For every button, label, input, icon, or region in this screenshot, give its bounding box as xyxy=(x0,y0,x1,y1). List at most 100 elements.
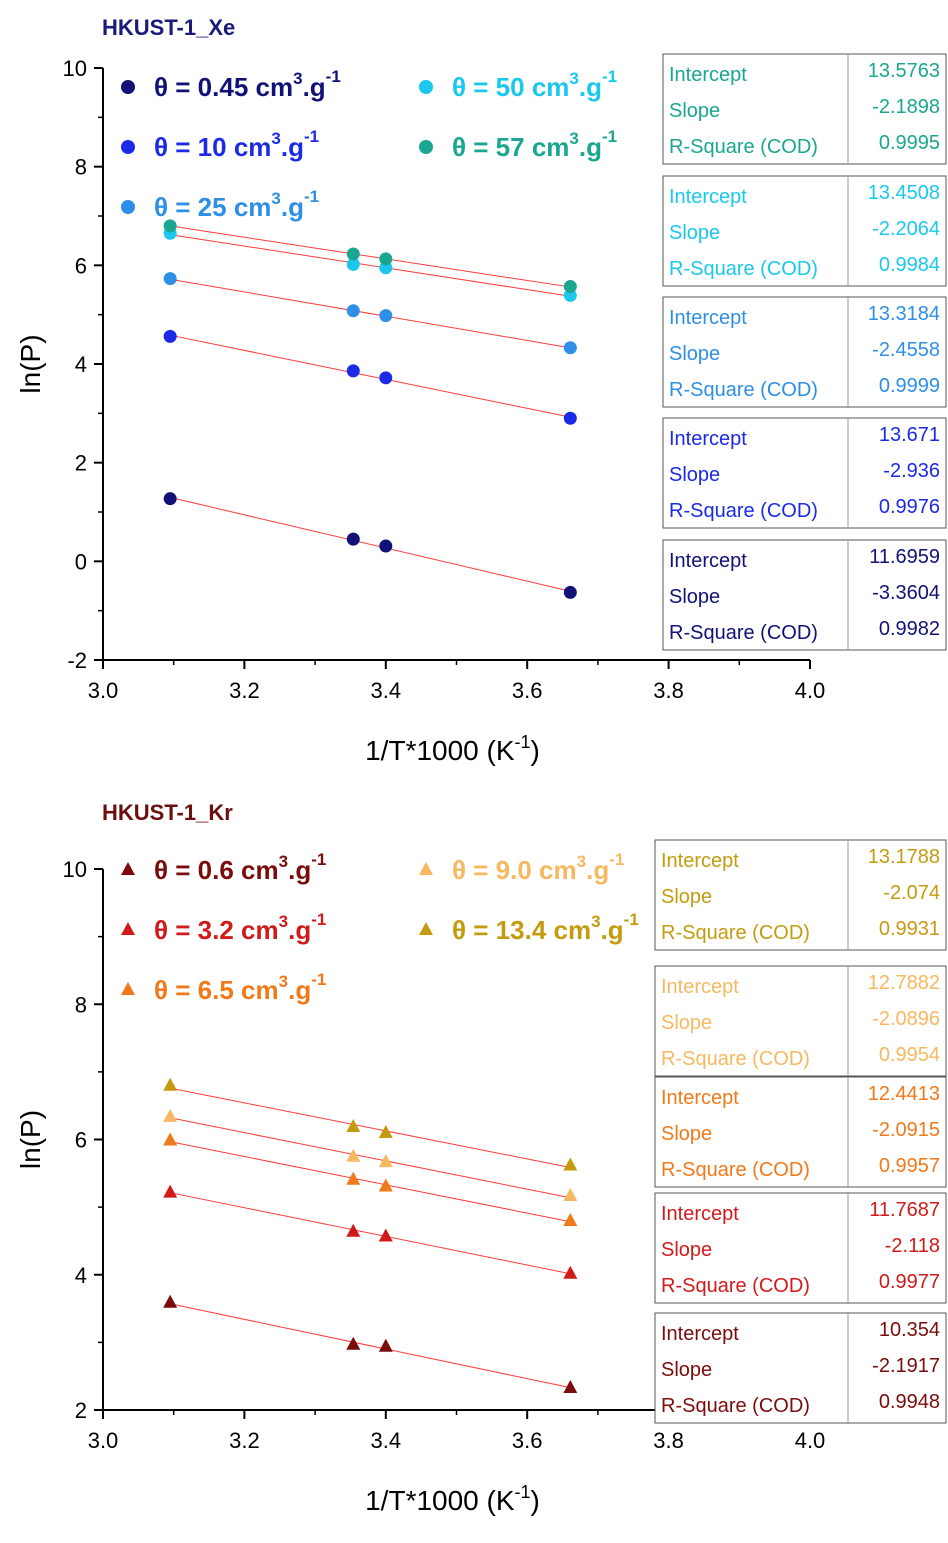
legend-label: θ = 13.4 cm3.g-1 xyxy=(452,910,639,945)
legend-label: θ = 3.2 cm3.g-1 xyxy=(154,910,326,945)
legend-label-sup: 3 xyxy=(271,189,280,208)
legend-label-sup: 3 xyxy=(279,912,288,931)
fit-line xyxy=(170,278,571,349)
legend-marker xyxy=(419,922,433,935)
y-tick-label: 10 xyxy=(63,56,87,81)
x-tick-label: 3.0 xyxy=(88,678,119,703)
legend-label-sup: -1 xyxy=(311,910,326,929)
stats-value: -2.4558 xyxy=(872,339,940,361)
legend-label-sup: -1 xyxy=(311,970,326,989)
legend-label-sup: 3 xyxy=(569,129,578,148)
data-point xyxy=(163,492,177,506)
stats-value: -2.1917 xyxy=(872,1355,940,1377)
legend-label-sup: 3 xyxy=(569,69,578,88)
data-point xyxy=(346,304,360,318)
x-tick-label: 3.8 xyxy=(653,1428,684,1453)
legend-marker xyxy=(121,922,135,935)
x-tick-label: 3.4 xyxy=(371,678,402,703)
x-axis-label-main: 1/T*1000 (K xyxy=(365,735,515,766)
stats-value: 10.354 xyxy=(879,1319,940,1341)
legend-label-main: θ = 0.45 cm xyxy=(154,72,293,102)
stats-value: 12.7882 xyxy=(868,972,940,994)
stats-box xyxy=(654,839,947,951)
stats-value: -2.2064 xyxy=(872,218,940,240)
y-tick-label: 8 xyxy=(75,155,87,180)
data-point xyxy=(346,364,360,378)
stats-box xyxy=(662,296,947,408)
data-point xyxy=(163,329,177,343)
legend-label-main: θ = 13.4 cm xyxy=(452,915,591,945)
data-point xyxy=(378,1154,393,1168)
legend-label: θ = 6.5 cm3.g-1 xyxy=(154,970,326,1005)
data-point xyxy=(563,585,577,599)
data-point xyxy=(378,1178,393,1192)
stats-label: R-Square (COD) xyxy=(661,922,810,944)
x-axis-label: 1/T*1000 (K-1) xyxy=(365,1482,540,1516)
stats-label: Intercept xyxy=(669,428,747,450)
y-axis-label: ln(P) xyxy=(15,1110,46,1169)
data-point xyxy=(563,1265,578,1279)
legend-label-main: θ = 6.5 cm xyxy=(154,975,279,1005)
stats-label: Intercept xyxy=(661,1323,739,1345)
stats-value: 0.9977 xyxy=(879,1271,940,1293)
stats-label: Intercept xyxy=(661,850,739,872)
kr-chart-panel: HKUST-1_Kr 3.0 3.2 3.4 3.6 3.8 4.0 2 4 6 8 10 ln(P) 1… xyxy=(15,800,947,1516)
legend-label-sup: -1 xyxy=(602,127,617,146)
legend-marker xyxy=(419,862,433,875)
legend-label: θ = 57 cm3.g-1 xyxy=(452,127,617,162)
fit-line xyxy=(170,1087,571,1168)
legend-label-sup: 3 xyxy=(577,852,586,871)
x-axis-label-main: 1/T*1000 (K xyxy=(365,1485,515,1516)
stats-label: Slope xyxy=(669,464,720,486)
stats-label: Slope xyxy=(661,1359,712,1381)
stats-label: R-Square (COD) xyxy=(669,379,818,401)
legend-label-mid: .g xyxy=(303,72,326,102)
x-tick-label: 3.8 xyxy=(653,678,684,703)
stats-label: Intercept xyxy=(669,550,747,572)
x-tick-label: 3.6 xyxy=(512,1428,543,1453)
data-point xyxy=(378,1338,393,1352)
data-point xyxy=(563,1187,578,1201)
data-point xyxy=(346,257,360,271)
legend-label-main: θ = 0.6 cm xyxy=(154,855,279,885)
stats-value: -2.1898 xyxy=(872,96,940,118)
legend-marker xyxy=(121,140,135,154)
stats-box xyxy=(662,175,947,287)
legend-label-sup: -1 xyxy=(326,67,341,86)
data-point xyxy=(346,1148,361,1162)
stats-label: Intercept xyxy=(669,64,747,86)
legend-label-sup: -1 xyxy=(311,850,326,869)
legend-marker xyxy=(121,200,135,214)
legend-label-main: θ = 10 cm xyxy=(154,132,271,162)
stats-value: 13.3184 xyxy=(868,303,940,325)
xe-chart-panel: HKUST-1_Xe 3.0 3.2 3.4 3.6 3.8 4.0 -2 0 2 4 6 8 10 ln(… xyxy=(15,15,947,766)
data-point xyxy=(346,1223,361,1237)
y-tick-label: 10 xyxy=(63,857,87,882)
legend-label-mid: .g xyxy=(579,132,602,162)
data-point xyxy=(346,247,360,261)
stats-box xyxy=(662,53,947,165)
legend-label-main: θ = 3.2 cm xyxy=(154,915,279,945)
data-point xyxy=(563,411,577,425)
stats-label: R-Square (COD) xyxy=(669,258,818,280)
stats-value: -2.074 xyxy=(883,882,940,904)
y-axis-label: ln(P) xyxy=(15,334,46,393)
stats-label: Slope xyxy=(661,1123,712,1145)
stats-label: Slope xyxy=(661,886,712,908)
stats-value: 0.9984 xyxy=(879,254,940,276)
stats-value: -2.118 xyxy=(885,1235,940,1257)
y-tick-label: 0 xyxy=(75,549,87,574)
legend-marker xyxy=(121,80,135,94)
stats-label: R-Square (COD) xyxy=(661,1275,810,1297)
legend-marker xyxy=(121,982,135,995)
stats-value: 12.4413 xyxy=(868,1083,940,1105)
legend-label: θ = 25 cm3.g-1 xyxy=(154,187,319,222)
data-point xyxy=(346,1336,361,1350)
stats-label: R-Square (COD) xyxy=(661,1159,810,1181)
stats-value: 11.7687 xyxy=(869,1199,940,1221)
stats-box xyxy=(654,1076,947,1188)
x-tick-label: 3.6 xyxy=(512,678,543,703)
fit-line xyxy=(170,234,571,297)
stats-label: Intercept xyxy=(669,307,747,329)
